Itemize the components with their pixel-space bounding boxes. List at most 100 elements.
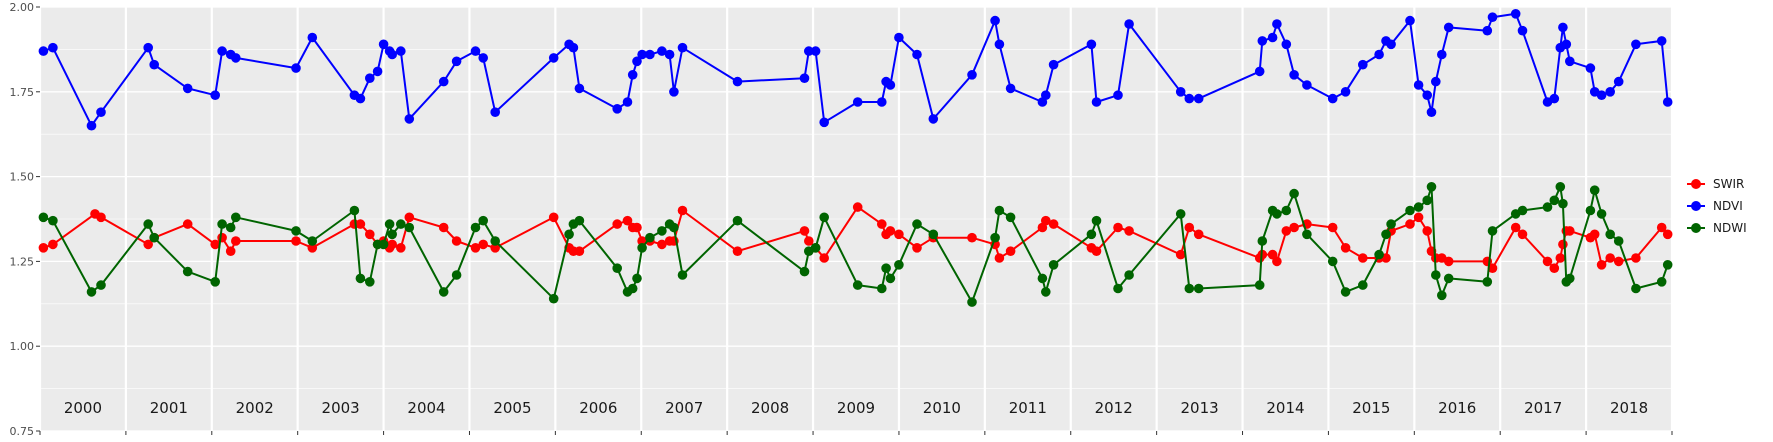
data-point-ndwi [1327, 256, 1338, 267]
year-label: 2009 [837, 399, 875, 417]
data-point-ndwi [1517, 205, 1528, 216]
data-point-swir [1327, 222, 1338, 233]
year-label: 2010 [923, 399, 961, 417]
data-point-ndvi [657, 46, 667, 56]
data-point-ndvi [48, 42, 58, 53]
y-tick-label: 1.75 [10, 86, 35, 99]
data-point-swir [799, 226, 810, 236]
data-point-swir [1005, 246, 1016, 256]
data-point-ndvi [967, 70, 977, 80]
data-point-ndwi [677, 270, 688, 280]
data-point-ndwi [574, 215, 585, 226]
y-tick-label: 2.00 [10, 1, 35, 14]
y-tick-label: 0.75 [10, 425, 35, 438]
data-point-ndvi [1267, 32, 1278, 43]
year-label: 2001 [150, 399, 188, 417]
year-label: 2006 [579, 399, 617, 417]
data-point-ndwi [1340, 287, 1351, 297]
data-point-ndwi [637, 243, 647, 253]
data-point-swir [396, 243, 406, 253]
data-point-ndvi [86, 120, 97, 131]
data-point-ndvi [1413, 80, 1424, 90]
data-point-ndvi [1565, 56, 1575, 67]
data-point-ndwi [669, 222, 679, 233]
data-point-ndvi [994, 39, 1005, 50]
data-point-ndvi [1437, 49, 1447, 60]
year-label: 2014 [1266, 399, 1304, 417]
data-point-ndvi [1549, 93, 1560, 104]
data-point-ndwi [1565, 273, 1575, 284]
data-point-swir [885, 226, 896, 236]
data-point-ndwi [1124, 270, 1134, 280]
data-point-ndwi [1037, 273, 1048, 284]
data-point-ndwi [1443, 273, 1454, 284]
data-point-ndwi [627, 283, 638, 294]
legend-label: NDVI [1713, 199, 1743, 213]
series-ndvi [38, 9, 1673, 131]
y-axis: 0.75 1.00 1.25 1.50 1.75 2.00 [10, 1, 40, 438]
data-point-ndwi [490, 236, 501, 246]
data-point-ndwi [1613, 236, 1624, 246]
data-point-ndwi [1193, 283, 1204, 294]
data-point-ndwi [1422, 195, 1432, 206]
data-point-ndvi [96, 107, 106, 117]
year-label: 2013 [1180, 399, 1218, 417]
data-point-swir [1589, 229, 1600, 240]
data-point-ndwi [307, 236, 318, 246]
year-label: 2000 [64, 399, 102, 417]
data-point-ndvi [612, 104, 622, 114]
data-point-ndvi [1405, 15, 1415, 26]
data-point-swir [1358, 253, 1368, 263]
data-point-swir [1443, 256, 1454, 267]
data-point-ndvi [804, 46, 814, 56]
data-point-ndwi [1662, 260, 1673, 270]
data-point-swir [365, 229, 375, 240]
legend-label: SWIR [1713, 177, 1744, 191]
data-point-ndvi [1091, 97, 1102, 107]
data-point-ndwi [1605, 229, 1615, 240]
data-point-ndvi [1254, 66, 1265, 77]
data-point-swir [1413, 212, 1424, 223]
data-point-ndwi [1302, 229, 1312, 240]
year-label: 2012 [1095, 399, 1133, 417]
data-point-ndwi [1257, 236, 1268, 246]
data-point-ndwi [404, 222, 415, 233]
data-point-ndvi [810, 46, 821, 56]
data-point-swir [1041, 215, 1051, 226]
data-point-ndvi [1340, 87, 1351, 97]
data-point-ndvi [451, 56, 462, 67]
data-point-ndwi [877, 283, 887, 294]
data-point-ndvi [1124, 19, 1134, 29]
data-point-ndvi [143, 42, 153, 53]
data-point-swir [48, 239, 58, 250]
data-point-ndvi [1272, 19, 1282, 29]
data-point-ndwi [1437, 290, 1447, 301]
data-point-swir [574, 246, 585, 256]
data-point-ndvi [1517, 25, 1528, 36]
data-point-swir [1193, 229, 1204, 240]
data-point-ndvi [1041, 90, 1051, 100]
data-point-ndwi [231, 212, 241, 223]
data-point-ndvi [1113, 90, 1123, 100]
data-point-ndvi [637, 49, 647, 60]
data-point-swir [478, 239, 489, 250]
data-point-swir [819, 253, 829, 263]
legend: SWIR NDVI NDWI [1687, 177, 1747, 235]
data-point-ndwi [928, 229, 939, 240]
data-point-ndwi [384, 219, 395, 229]
data-point-swir [894, 229, 904, 240]
data-point-swir [1613, 256, 1624, 267]
year-label: 2007 [665, 399, 703, 417]
data-point-ndwi [1281, 205, 1292, 216]
data-point-ndvi [669, 87, 679, 97]
data-point-ndwi [396, 219, 406, 229]
data-point-swir [404, 212, 415, 223]
data-point-swir [143, 239, 153, 250]
data-point-swir [967, 232, 977, 243]
data-point-swir [1558, 239, 1568, 250]
data-point-ndwi [438, 287, 449, 297]
data-point-ndvi [1327, 93, 1338, 104]
data-point-ndwi [1482, 277, 1493, 287]
data-point-ndwi [217, 219, 227, 229]
data-point-ndwi [967, 297, 977, 307]
